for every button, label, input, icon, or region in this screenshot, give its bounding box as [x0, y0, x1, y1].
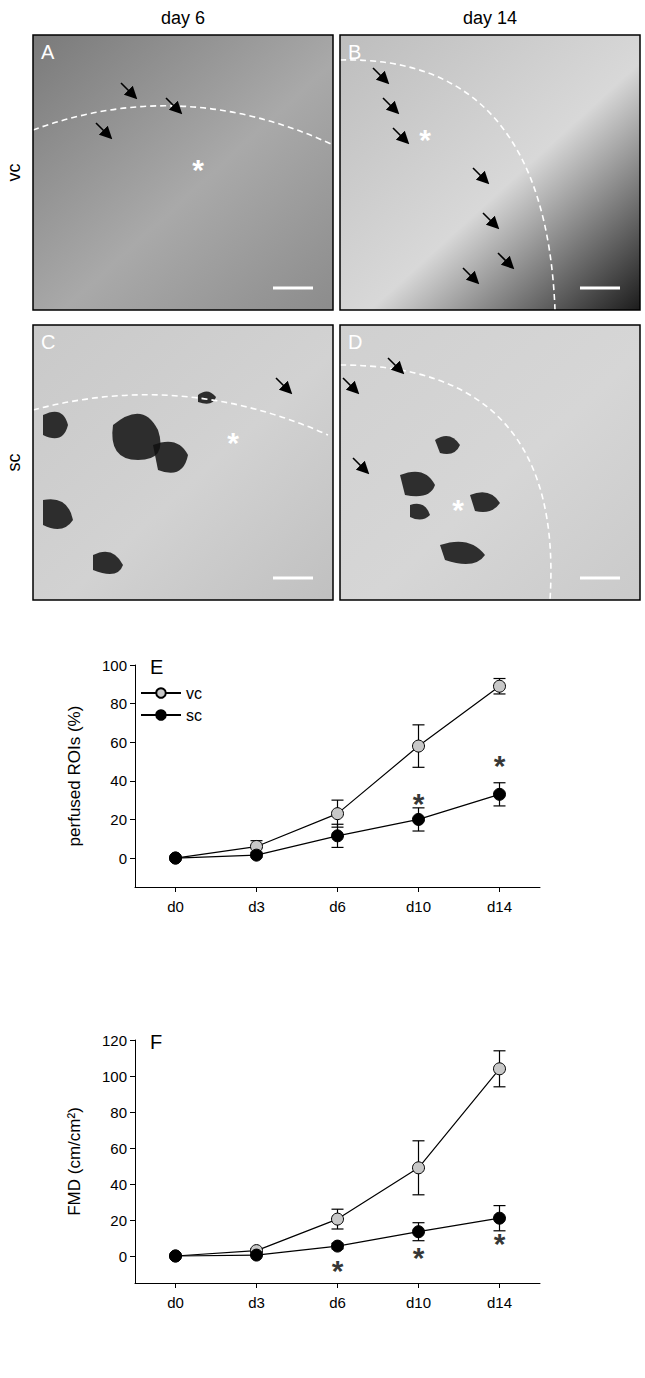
- svg-text:*: *: [192, 153, 204, 186]
- svg-text:vc: vc: [4, 164, 24, 182]
- svg-text:day 6: day 6: [161, 8, 205, 28]
- svg-text:80: 80: [110, 1104, 127, 1121]
- svg-text:A: A: [41, 41, 55, 63]
- svg-text:40: 40: [110, 1176, 127, 1193]
- svg-text:20: 20: [110, 1212, 127, 1229]
- svg-text:d14: d14: [487, 1294, 512, 1311]
- svg-text:B: B: [348, 41, 361, 63]
- svg-text:E: E: [150, 656, 163, 678]
- svg-text:FMD (cm/cm²): FMD (cm/cm²): [65, 1107, 84, 1216]
- svg-text:*: *: [227, 426, 239, 459]
- svg-text:d3: d3: [248, 1294, 265, 1311]
- svg-text:80: 80: [110, 695, 127, 712]
- svg-text:0: 0: [119, 850, 127, 867]
- svg-text:120: 120: [102, 1032, 127, 1049]
- svg-text:*: *: [494, 749, 506, 782]
- svg-text:d10: d10: [406, 1294, 431, 1311]
- svg-text:*: *: [419, 123, 431, 156]
- svg-text:d6: d6: [329, 898, 346, 915]
- svg-text:d10: d10: [406, 898, 431, 915]
- svg-text:20: 20: [110, 811, 127, 828]
- svg-text:*: *: [332, 1254, 344, 1287]
- svg-text:60: 60: [110, 734, 127, 751]
- svg-text:60: 60: [110, 1140, 127, 1157]
- svg-text:F: F: [150, 1031, 162, 1053]
- svg-text:*: *: [494, 1227, 506, 1260]
- svg-text:40: 40: [110, 772, 127, 789]
- svg-text:day 14: day 14: [463, 8, 517, 28]
- svg-text:*: *: [413, 787, 425, 820]
- svg-text:100: 100: [102, 657, 127, 674]
- svg-text:100: 100: [102, 1068, 127, 1085]
- svg-text:sc: sc: [4, 454, 24, 472]
- svg-text:*: *: [413, 1241, 425, 1274]
- svg-text:d0: d0: [167, 898, 184, 915]
- svg-text:D: D: [348, 331, 362, 353]
- svg-text:d14: d14: [487, 898, 512, 915]
- svg-text:d6: d6: [329, 1294, 346, 1311]
- svg-text:C: C: [41, 331, 55, 353]
- svg-text:sc: sc: [186, 707, 202, 724]
- svg-text:d0: d0: [167, 1294, 184, 1311]
- svg-text:vc: vc: [186, 685, 202, 702]
- svg-text:0: 0: [119, 1248, 127, 1265]
- svg-text:d3: d3: [248, 898, 265, 915]
- svg-text:perfused ROIs (%): perfused ROIs (%): [65, 706, 84, 847]
- svg-text:*: *: [452, 493, 464, 526]
